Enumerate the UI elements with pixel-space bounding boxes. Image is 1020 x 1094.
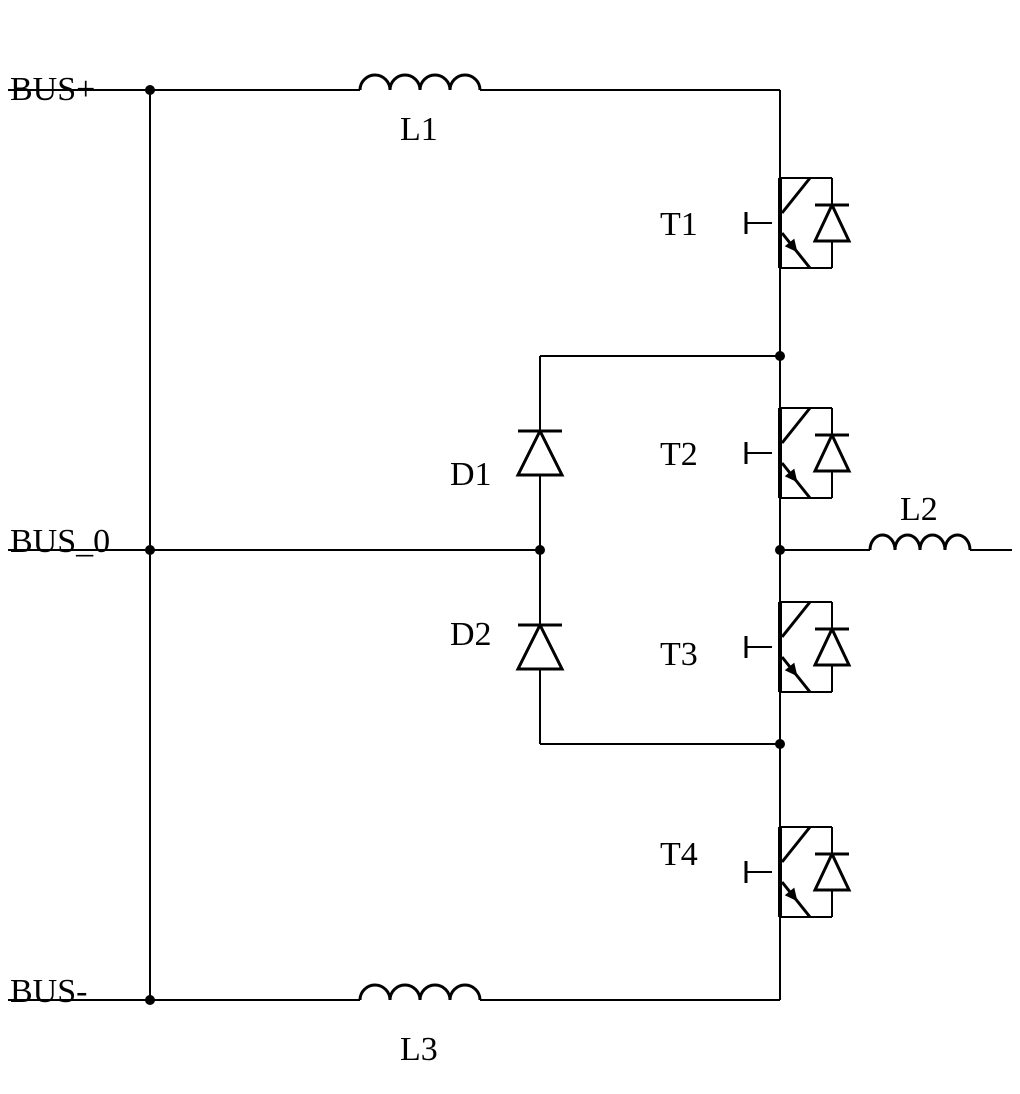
label-D1: D1 xyxy=(450,456,492,493)
node-output-mid xyxy=(775,545,785,555)
label-T2: T2 xyxy=(660,436,698,473)
node-bus-minus-left xyxy=(145,995,155,1005)
node-bus-zero-left xyxy=(145,545,155,555)
label-D2: D2 xyxy=(450,616,492,653)
diode-D2 xyxy=(518,550,562,744)
label-bus-plus: BUS+ xyxy=(10,71,95,108)
label-T3: T3 xyxy=(660,636,698,673)
label-bus-zero: BUS_0 xyxy=(10,523,110,560)
diode-D1 xyxy=(518,356,562,550)
igbt-T3 xyxy=(746,550,849,744)
label-L2: L2 xyxy=(900,491,938,528)
label-T4: T4 xyxy=(660,836,698,873)
label-L1: L1 xyxy=(400,111,438,148)
label-L3: L3 xyxy=(400,1031,438,1068)
igbt-T2 xyxy=(746,356,849,550)
label-T1: T1 xyxy=(660,206,698,243)
label-bus-minus: BUS- xyxy=(10,973,87,1010)
node-diode-mid xyxy=(535,545,545,555)
inductor-L1 xyxy=(360,75,480,90)
inductor-L2 xyxy=(870,535,970,550)
node-bus-plus-left xyxy=(145,85,155,95)
node-n2 xyxy=(775,739,785,749)
node-n1 xyxy=(775,351,785,361)
inductor-L3 xyxy=(360,985,480,1000)
igbt-T4 xyxy=(746,744,849,1000)
igbt-T1 xyxy=(746,90,849,356)
